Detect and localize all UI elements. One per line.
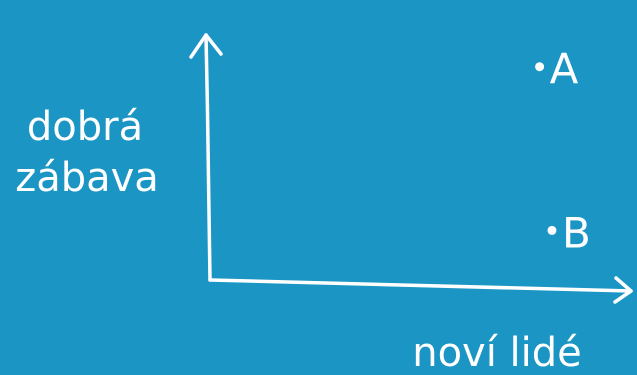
point-label-b: B <box>562 208 591 257</box>
point-a <box>535 62 545 72</box>
x-axis-line <box>208 278 633 293</box>
y-axis-label-line-2: zábava <box>15 155 159 201</box>
y-axis-line <box>204 33 212 282</box>
axes <box>189 33 633 304</box>
y-axis-arrowhead <box>189 33 223 59</box>
point-label-a: A <box>550 45 579 94</box>
x-axis-arrowhead <box>613 276 633 304</box>
x-axis-label: noví lidé <box>412 330 582 375</box>
points-layer: AB <box>535 45 591 257</box>
y-axis-label-line-1: dobrá <box>27 104 143 150</box>
point-b <box>547 225 557 235</box>
